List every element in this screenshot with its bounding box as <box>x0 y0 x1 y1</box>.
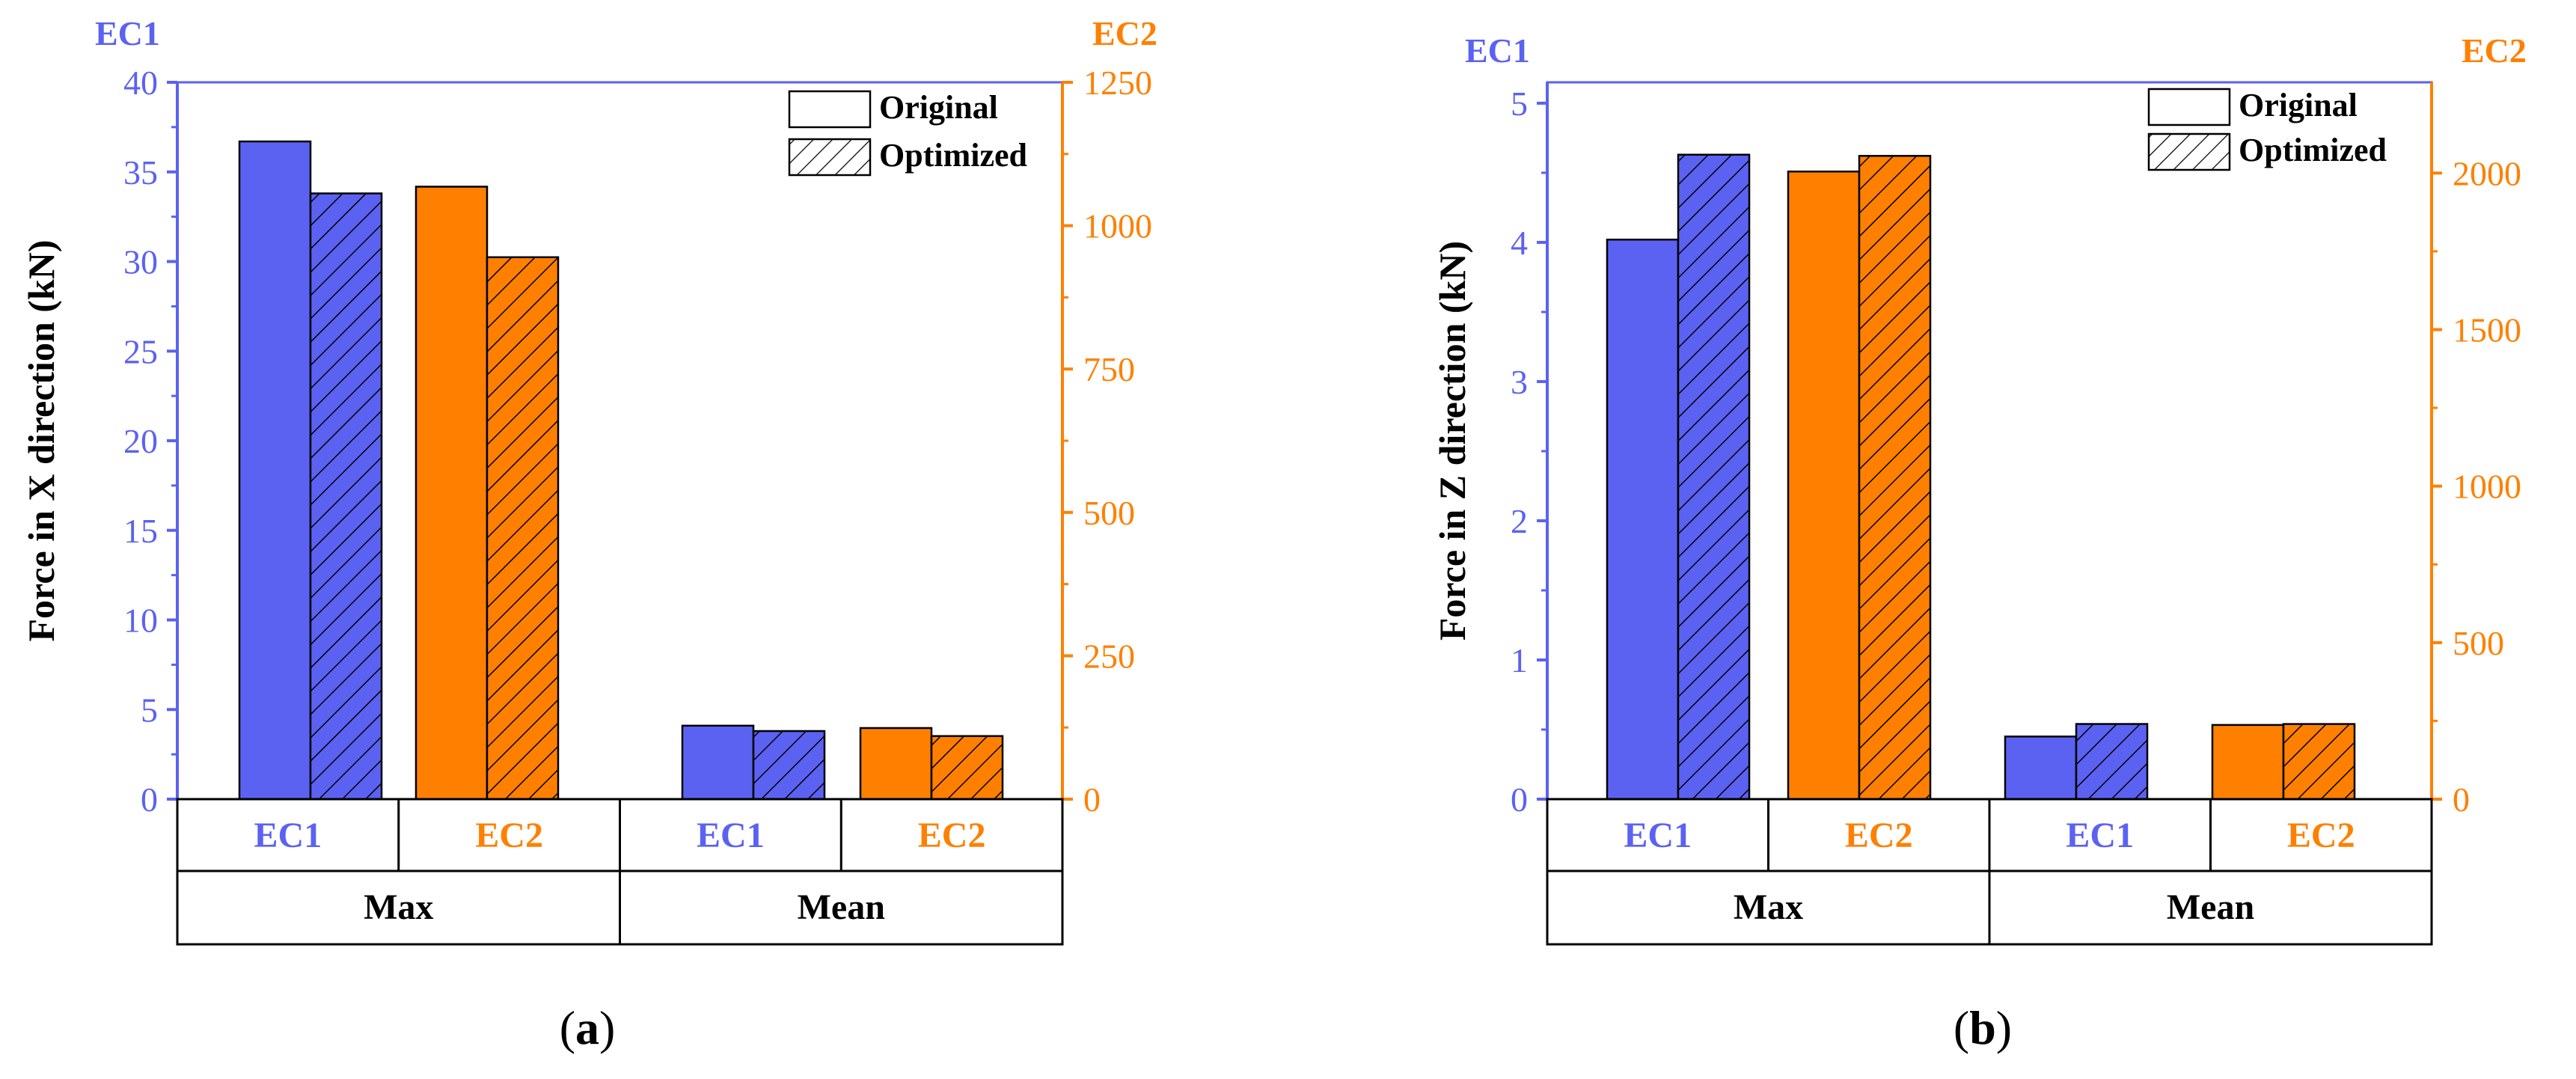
panel-a-legend-swatch-original <box>788 90 872 129</box>
panel-b-caption-letter: b <box>1969 1001 1996 1054</box>
panel-b-right-tick-label: 2000 <box>2453 154 2521 192</box>
panel-b-legend-swatch-optimized <box>2147 132 2231 171</box>
panel-b-right-tick-label: 500 <box>2453 624 2504 662</box>
panel-a-group-label: Max <box>364 887 433 927</box>
panel-a-group-label: Mean <box>798 887 885 927</box>
panel-a-left-tick-label: 20 <box>123 422 158 460</box>
panel-a: 0 5 10 15 20 25 30 35 40 0 250 500 750 1000 1250 EC1 EC2… <box>20 14 1157 1054</box>
panel-b-bar-max-ec1-original <box>1606 238 1680 801</box>
panel-b-right-axis-title: EC2 <box>2462 31 2527 70</box>
panel-a-left-tick-label: 0 <box>141 780 158 819</box>
panel-b-bar-mean-ec2-original <box>2211 724 2285 801</box>
panel-a-legend-swatch-optimized <box>788 138 872 177</box>
panel-b-bar-max-ec2-optimized <box>1858 155 1932 801</box>
panel-a-bar-mean-ec2-optimized <box>930 735 1004 801</box>
panel-b-bar-max-ec1-optimized <box>1677 153 1751 801</box>
panel-a-subgroup-label: EC1 <box>254 816 322 855</box>
panel-a-right-tick-label: 1250 <box>1083 64 1152 102</box>
panel-b-bar-mean-ec2-optimized <box>2282 723 2356 801</box>
panel-a-left-tick-label: 40 <box>123 64 158 102</box>
panel-a-legend-label-optimized: Optimized <box>879 137 1027 174</box>
panel-a-left-tick-label: 30 <box>123 243 158 281</box>
panel-b-left-tick-label: 0 <box>1511 780 1528 819</box>
panel-a-right-axis-title: EC2 <box>1092 14 1157 52</box>
panel-b-group-label: Max <box>1734 887 1803 927</box>
panel-b-subgroup-label: EC2 <box>1845 816 1913 855</box>
panel-b-bar-mean-ec1-optimized <box>2075 723 2149 801</box>
panel-b-caption-open: ( <box>1954 1001 1969 1054</box>
panel-a-caption-close: ) <box>599 1001 615 1054</box>
panel-a-right-tick-label: 750 <box>1083 350 1135 388</box>
panel-b-right-tick-label: 1500 <box>2453 311 2521 349</box>
panel-a-left-tick-label: 25 <box>123 332 158 370</box>
panel-b-left-tick-label: 5 <box>1511 85 1528 123</box>
panel-a-y-axis-label: Force in X direction (kN) <box>20 240 62 642</box>
panel-a-legend-label-original: Original <box>879 89 998 126</box>
panel-a-caption-open: ( <box>560 1001 575 1054</box>
panel-b-left-tick-label: 3 <box>1511 363 1528 401</box>
panel-a-left-axis-title: EC1 <box>95 14 160 52</box>
panel-a-left-tick-label: 10 <box>123 602 158 640</box>
panel-b-y-axis-label: Force in Z direction (kN) <box>1431 241 1473 641</box>
panel-a-bar-max-ec1-optimized <box>309 192 383 801</box>
panel-b-subgroup-label: EC1 <box>1624 816 1692 855</box>
panel-b-category-table: EC1 EC2 Max EC1 EC2 Mean <box>1546 798 2433 946</box>
panel-b-bar-max-ec2-original <box>1787 170 1861 801</box>
panel-b-left-tick-label: 4 <box>1511 224 1528 262</box>
panel-a-bar-max-ec2-original <box>414 186 489 801</box>
panel-a-bar-max-ec1-original <box>238 140 312 801</box>
panel-a-right-tick-label: 1000 <box>1083 207 1152 245</box>
panel-a-caption-letter: a <box>575 1001 599 1054</box>
panel-b-left-axis-title: EC1 <box>1465 31 1530 70</box>
panel-a-bar-mean-ec1-optimized <box>752 730 826 801</box>
panel-a-bar-mean-ec2-original <box>859 727 933 801</box>
panel-b-left-tick-label: 1 <box>1511 641 1528 679</box>
panel-b-legend-label-original: Original <box>2239 87 2358 123</box>
panel-a-left-tick-label: 35 <box>123 153 158 192</box>
panel-a-right-tick-label: 250 <box>1083 637 1135 675</box>
panel-a-right-tick-label: 0 <box>1083 780 1101 819</box>
panel-a-subgroup-label: EC2 <box>475 816 543 855</box>
panel-b-legend-label-optimized: Optimized <box>2239 132 2387 168</box>
panel-b-caption: (b) <box>1954 1001 2012 1054</box>
panel-a-caption: (a) <box>560 1001 616 1054</box>
panel-b-subgroup-label: EC2 <box>2287 816 2355 855</box>
panel-b-right-tick-label: 0 <box>2453 780 2470 819</box>
panel-a-bar-max-ec2-optimized <box>486 256 560 801</box>
panel-a-subgroup-label: EC2 <box>918 816 986 855</box>
panel-a-right-tick-label: 500 <box>1083 494 1135 532</box>
panel-b-subgroup-label: EC1 <box>2066 816 2134 855</box>
panel-b: 0 1 2 3 4 5 0 500 1000 1500 2000 EC1 EC2 Force in Z d… <box>1431 31 2527 1054</box>
panel-a-category-table: EC1 EC2 Max EC1 EC2 Mean <box>176 798 1064 946</box>
panel-a-left-tick-label: 15 <box>123 512 158 550</box>
panel-b-group-label: Mean <box>2167 887 2254 927</box>
panel-a-bar-mean-ec1-original <box>681 724 755 801</box>
panel-b-right-tick-label: 1000 <box>2453 468 2521 506</box>
panel-b-caption-close: ) <box>1996 1001 2012 1054</box>
panel-b-left-tick-label: 2 <box>1511 502 1528 540</box>
panel-b-bar-mean-ec1-original <box>2004 736 2078 801</box>
panel-a-left-tick-label: 5 <box>141 691 158 729</box>
panel-a-subgroup-label: EC1 <box>697 816 765 855</box>
panel-b-legend-swatch-original <box>2147 88 2231 126</box>
